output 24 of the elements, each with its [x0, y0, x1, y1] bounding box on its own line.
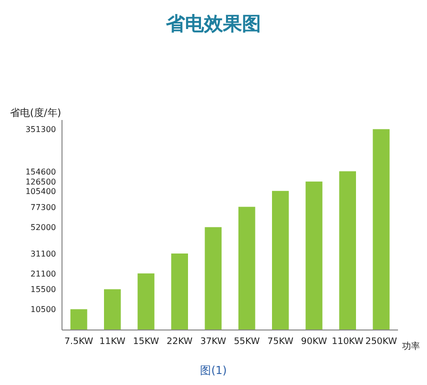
xtick: 55KW: [234, 337, 260, 347]
xlabel: 功率: [402, 342, 420, 352]
xtick: 11KW: [99, 337, 126, 347]
ytick: 351300: [25, 125, 56, 134]
xtick: 90KW: [301, 337, 327, 347]
ytick: 154600: [25, 167, 56, 176]
ytick: 77300: [30, 202, 56, 212]
xtick: 7.5KW: [64, 337, 94, 347]
ytick: 15500: [30, 285, 56, 294]
xtick: 250KW: [365, 337, 398, 347]
ytick: 126500: [25, 178, 56, 187]
xtick: 37KW: [200, 337, 226, 347]
xtick: 110KW: [332, 337, 364, 347]
ylabel: 省电(度/年): [10, 108, 62, 119]
xtick: 75KW: [267, 337, 294, 347]
ytick: 31100: [30, 250, 56, 258]
ytick: 10500: [30, 305, 56, 314]
title: 省电效果图: [166, 13, 261, 35]
ytick: 21100: [30, 269, 56, 278]
ytick: 52000: [30, 223, 56, 232]
annotation: 图(1): [200, 364, 227, 377]
ytick: 105400: [25, 186, 56, 196]
xtick: 22KW: [166, 337, 193, 347]
xtick: 15KW: [133, 337, 159, 347]
